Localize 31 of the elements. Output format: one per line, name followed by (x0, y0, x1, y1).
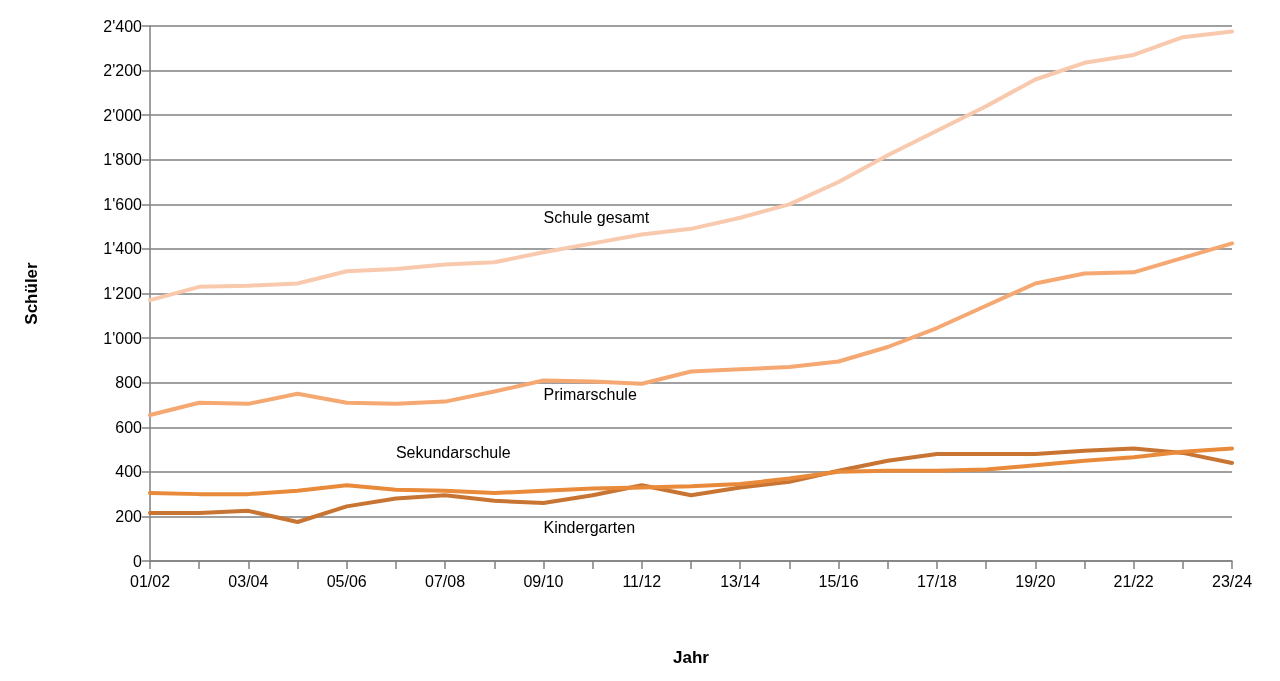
series-label: Schule gesamt (543, 209, 650, 227)
y-tick-label: 2'000 (103, 106, 143, 124)
series-label: Kindergarten (543, 519, 636, 537)
y-tick-label: 1'400 (103, 240, 143, 258)
y-tick-label: 600 (115, 418, 143, 436)
x-tick-label: 09/10 (523, 572, 564, 590)
y-tick-label: 1'600 (103, 195, 143, 213)
y-tick-label: 0 (133, 552, 143, 570)
x-tick-label: 15/16 (818, 572, 859, 590)
x-tick-label: 17/18 (916, 572, 958, 590)
x-tick-label: 21/22 (1113, 572, 1154, 590)
x-tick-label: 13/14 (720, 572, 761, 590)
y-tick-label: 2'200 (103, 62, 143, 80)
series-label: Primarschule (543, 386, 637, 404)
x-tick-label: 05/06 (326, 572, 367, 590)
y-tick-label: 200 (115, 507, 143, 525)
y-tick-label: 400 (115, 463, 143, 481)
x-tick-label: 01/02 (129, 572, 171, 590)
y-tick-label: 2'400 (103, 17, 143, 35)
x-tick-label: 03/04 (228, 572, 269, 590)
y-tick-label: 1'000 (103, 329, 143, 347)
x-tick-label: 11/12 (622, 572, 662, 590)
x-tick-label: 07/08 (425, 572, 466, 590)
y-tick-label: 1'800 (103, 151, 143, 169)
x-axis-title: Jahr (673, 648, 710, 667)
x-tick-label: 19/20 (1015, 572, 1056, 590)
y-tick-label: 1'200 (103, 285, 143, 302)
y-tick-label: 800 (115, 374, 143, 392)
y-axis-title: Schüler (22, 261, 41, 325)
series-label: Sekundarschule (395, 443, 511, 461)
x-tick-label: 23/24 (1211, 572, 1253, 590)
